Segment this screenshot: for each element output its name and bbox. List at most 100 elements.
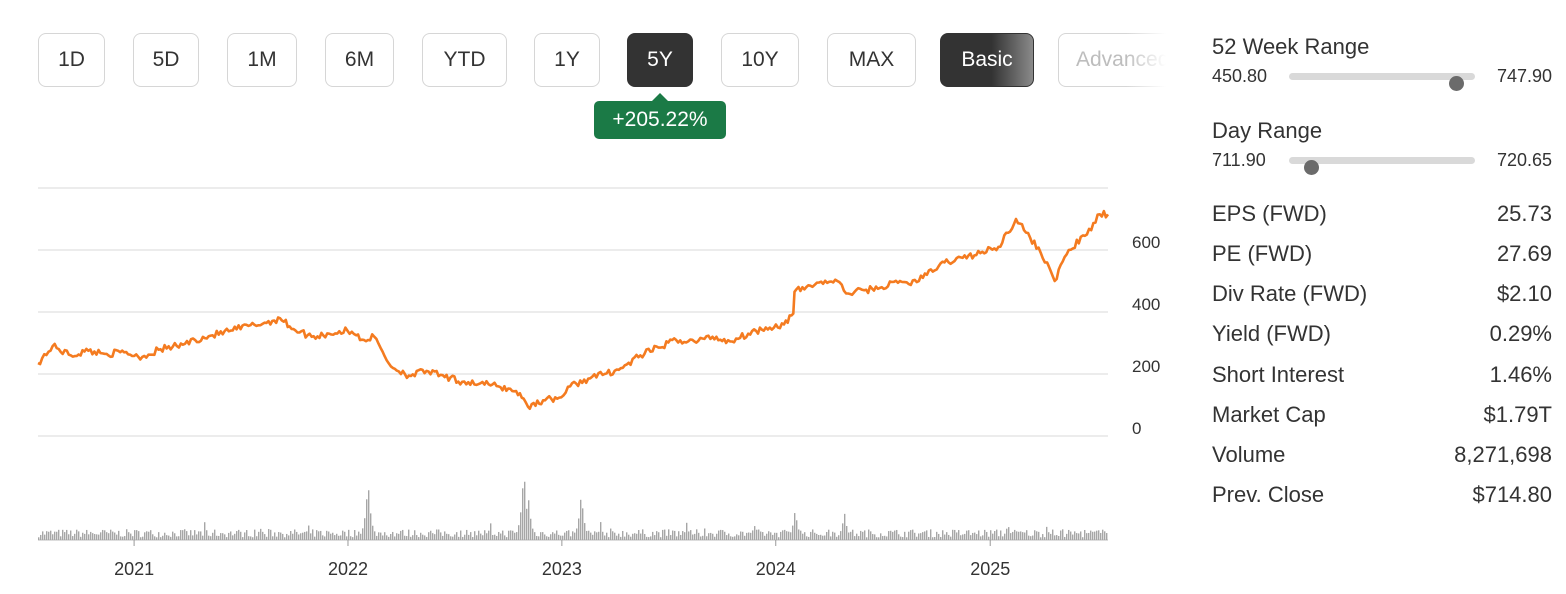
- volume-bar: [380, 532, 382, 540]
- volume-bar: [1034, 530, 1036, 540]
- volume-bar: [536, 535, 538, 540]
- volume-bar: [904, 531, 906, 540]
- volume-bar: [966, 530, 968, 540]
- day-range-title: Day Range: [1212, 118, 1323, 143]
- volume-bar: [920, 533, 922, 540]
- volume-bar: [72, 536, 74, 540]
- volume-bar: [914, 532, 916, 540]
- volume-bar: [744, 535, 746, 540]
- volume-bar: [594, 531, 596, 540]
- volume-bar: [248, 536, 250, 540]
- volume-bar: [484, 530, 486, 540]
- volume-bar: [574, 532, 576, 540]
- volume-bar: [712, 533, 714, 540]
- volume-bar: [644, 534, 646, 540]
- chart-grid: [38, 187, 1108, 437]
- volume-bar: [786, 531, 788, 540]
- volume-bar: [1012, 531, 1014, 540]
- volume-bar: [560, 535, 562, 540]
- volume-bar: [148, 531, 150, 540]
- volume-bar: [430, 530, 432, 540]
- volume-bar: [418, 537, 420, 540]
- volume-bar: [558, 534, 560, 540]
- range-button-1m[interactable]: 1M: [227, 33, 297, 87]
- volume-bar: [748, 532, 750, 540]
- volume-bar: [590, 532, 592, 540]
- volume-bar: [426, 536, 428, 540]
- volume-bar: [488, 530, 490, 540]
- volume-bar: [586, 530, 588, 540]
- volume-bar: [804, 532, 806, 540]
- volume-bar: [602, 531, 604, 540]
- volume-bar: [862, 531, 864, 540]
- volume-bar: [736, 534, 738, 540]
- volume-bar: [696, 529, 698, 540]
- volume-bar: [956, 532, 958, 540]
- volume-bar: [582, 508, 584, 540]
- volume-bar: [452, 536, 454, 540]
- volume-bar: [128, 532, 130, 540]
- volume-bar: [232, 535, 234, 540]
- volume-bar: [996, 529, 998, 540]
- volume-bar: [1074, 531, 1076, 540]
- volume-bar: [1092, 531, 1094, 540]
- volume-bar: [798, 529, 800, 540]
- range-button-6m[interactable]: 6M: [325, 33, 394, 87]
- volume-bar: [880, 533, 882, 540]
- volume-bar: [312, 529, 314, 540]
- volume-bar: [652, 531, 654, 540]
- volume-bar: [62, 529, 64, 540]
- volume-bar: [634, 533, 636, 540]
- volume-bar: [636, 533, 638, 540]
- volume-bar: [1006, 528, 1008, 540]
- volume-bar: [822, 535, 824, 540]
- volume-bar: [494, 534, 496, 540]
- volume-bar: [658, 532, 660, 540]
- range-button-1d[interactable]: 1D: [38, 33, 105, 87]
- volume-bar: [260, 528, 262, 540]
- week52-range: 450.80 747.90: [1212, 66, 1552, 91]
- range-button-1y[interactable]: 1Y: [534, 33, 600, 87]
- volume-bar: [246, 530, 248, 540]
- range-button-max[interactable]: MAX: [827, 33, 916, 87]
- volume-bar: [476, 535, 478, 540]
- volume-bar: [648, 537, 650, 540]
- volume-bar: [192, 535, 194, 540]
- volume-bar: [1000, 530, 1002, 540]
- stat-label: EPS (FWD): [1212, 201, 1327, 226]
- volume-bar: [522, 488, 524, 540]
- price-tick-label: 600: [1132, 233, 1160, 252]
- basic-mode-button[interactable]: Basic: [940, 33, 1034, 87]
- volume-bar: [882, 536, 884, 540]
- volume-bar: [654, 535, 656, 540]
- volume-bar: [838, 535, 840, 540]
- volume-bar: [278, 532, 280, 540]
- range-button-10y[interactable]: 10Y: [721, 33, 799, 87]
- volume-bar: [988, 536, 990, 540]
- volume-bar: [616, 535, 618, 540]
- volume-bar: [842, 523, 844, 540]
- volume-bar: [276, 536, 278, 540]
- range-button-5d[interactable]: 5D: [133, 33, 199, 87]
- advanced-mode-button[interactable]: Advanced: [1058, 33, 1166, 87]
- volume-bar: [54, 531, 56, 540]
- range-button-ytd[interactable]: YTD: [422, 33, 507, 87]
- volume-bar: [308, 525, 310, 540]
- range-button-5y[interactable]: 5Y: [627, 33, 693, 87]
- volume-bar: [362, 528, 364, 540]
- volume-bar: [1104, 531, 1106, 540]
- volume-bar: [280, 532, 282, 540]
- volume-bar: [746, 532, 748, 540]
- volume-bar: [584, 523, 586, 540]
- volume-bar: [700, 536, 702, 540]
- volume-bar: [122, 536, 124, 540]
- volume-bar: [964, 533, 966, 540]
- volume-bar: [788, 531, 790, 540]
- volume-bar: [132, 536, 134, 540]
- volume-bar: [210, 536, 212, 540]
- volume-bar: [672, 530, 674, 540]
- week52-track: [1289, 73, 1475, 91]
- volume-bar: [158, 532, 160, 540]
- volume-bar: [118, 530, 120, 540]
- stat-label: Div Rate (FWD): [1212, 281, 1368, 306]
